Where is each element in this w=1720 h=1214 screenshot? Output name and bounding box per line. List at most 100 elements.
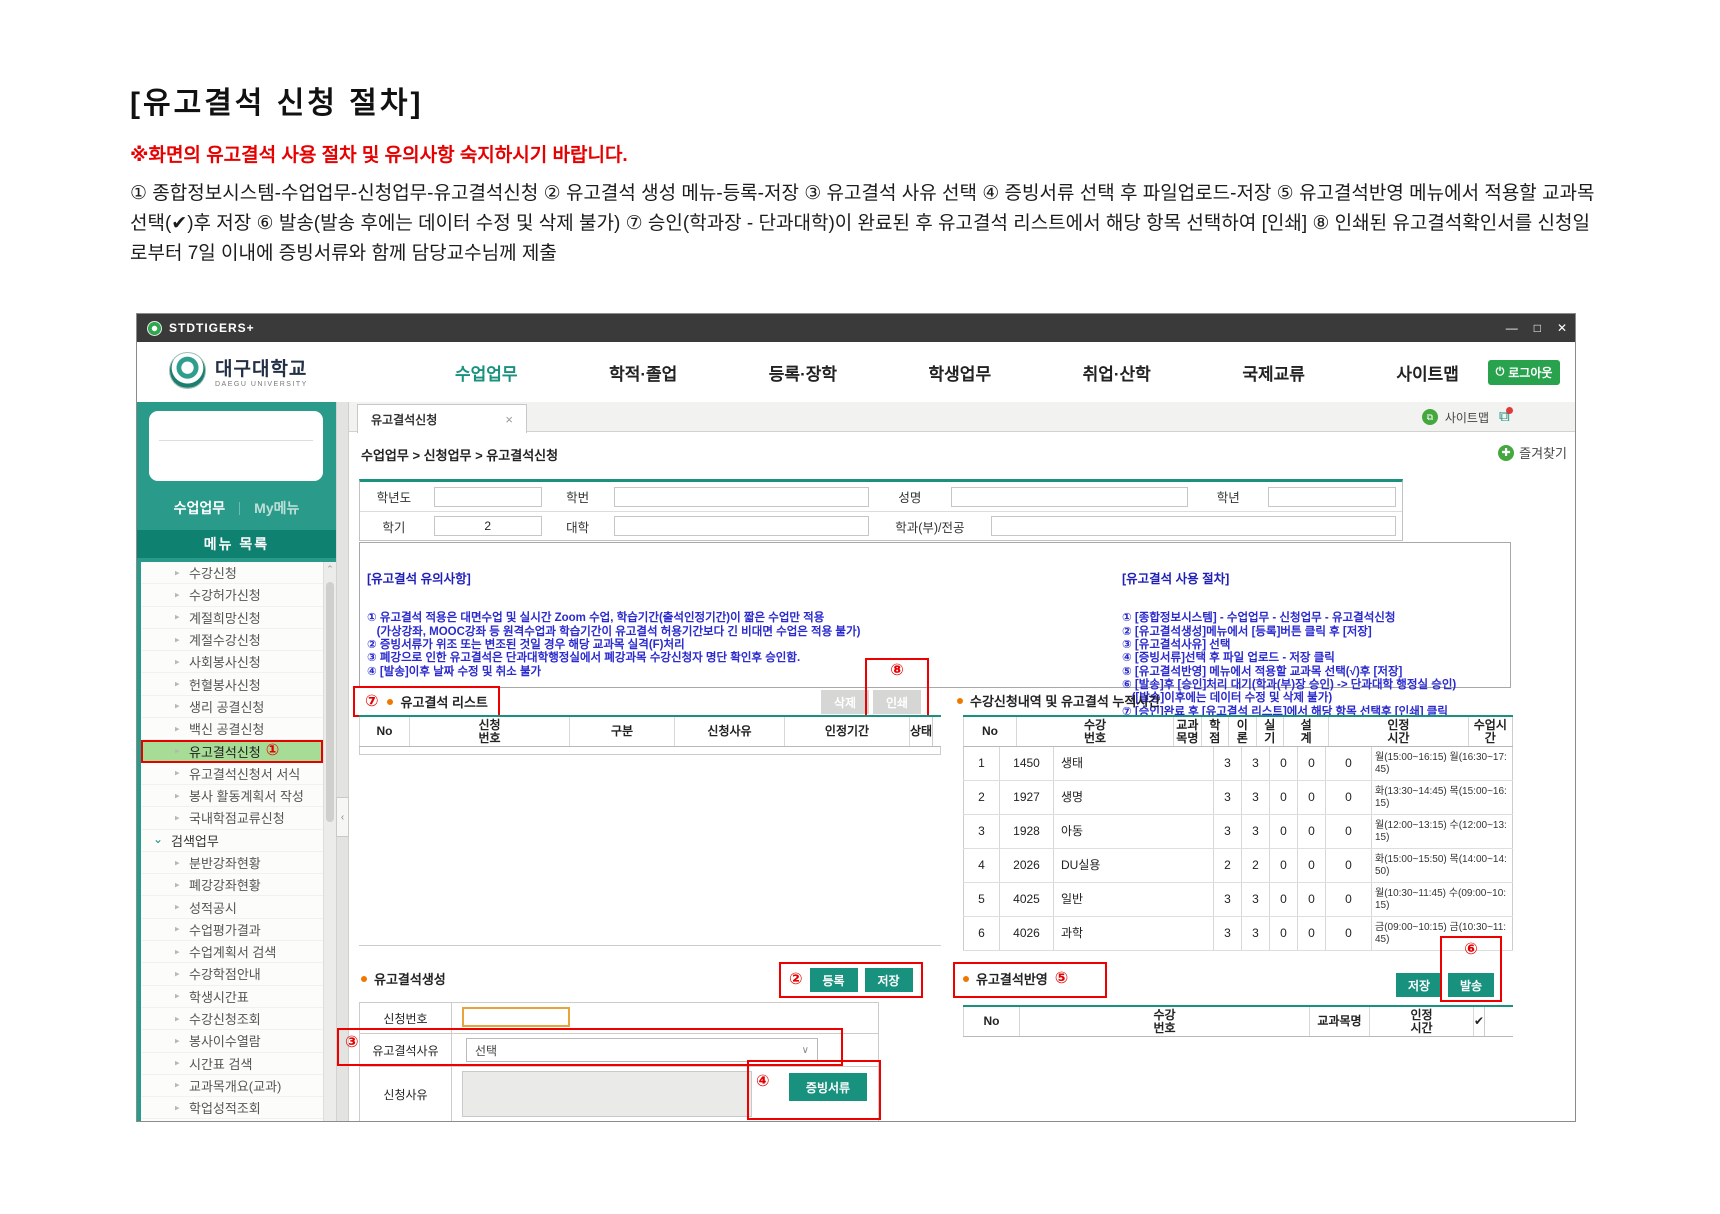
column-header: 인정 시간 <box>1328 717 1467 746</box>
column-header: No <box>963 717 1016 746</box>
favorite-button[interactable]: ✚ 즐겨찾기 <box>1498 443 1567 462</box>
panel-divider: ‹ <box>336 402 349 1121</box>
top-menu: 수업업무 학적·졸업 등록·장학 학생업무 취업·산학 국제교류 사이트맵 <box>455 342 1459 402</box>
scrollbar-thumb[interactable] <box>326 582 334 822</box>
sidebar-menu-item[interactable]: 학생시간표 <box>141 986 323 1008</box>
print-button[interactable]: 인쇄 <box>873 690 921 714</box>
table-row: 1 1450 생태 3 3 0 0 0 월(15:00~16:15) 월(16:… <box>963 747 1513 781</box>
chevron-down-icon: ∨ <box>801 1044 809 1056</box>
sitemap-icon[interactable]: ⧉ <box>1421 409 1438 425</box>
register-button[interactable]: 등록 <box>809 968 858 992</box>
tab-separator <box>239 501 241 515</box>
logout-button[interactable]: ⏻ 로그아웃 <box>1488 360 1560 385</box>
major-input[interactable] <box>990 516 1396 536</box>
reflect-section-header: 유고결석반영 ⑤ <box>963 969 1068 988</box>
column-header: 수강 번호 <box>1016 717 1173 746</box>
sidebar-menu-item[interactable]: 국내학점교류신청 <box>141 807 323 830</box>
tab-absence-apply[interactable]: 유고결석신청 × <box>357 404 527 433</box>
scroll-up-icon[interactable]: ⌃ <box>326 564 334 574</box>
top-menu-item[interactable]: 등록·장학 <box>768 364 838 384</box>
sidebar-menu-item[interactable]: 계절수강신청 <box>141 629 323 652</box>
tab-close-icon[interactable]: × <box>505 411 513 427</box>
sidebar-menu-item[interactable]: 봉사이수열람 <box>141 1030 323 1053</box>
name-label: 성명 <box>898 491 922 505</box>
app-window: STDTIGERS+ — □ ✕ 대구대학교 DAEGU UNIVERSITY … <box>136 313 1576 1122</box>
top-menu-item[interactable]: 수업업무 <box>455 364 518 384</box>
top-menu-item[interactable]: 학적·졸업 <box>609 364 678 384</box>
column-header: 수강 번호 <box>1019 1007 1309 1036</box>
column-header: 인정 시간 <box>1369 1007 1473 1036</box>
sidebar-menu-item[interactable]: 수업계획서 검색 <box>141 941 323 964</box>
term-input[interactable] <box>433 516 542 536</box>
sidebar-menu-item[interactable]: 백신 공결신청 <box>141 718 323 741</box>
minimize-icon[interactable]: — <box>1505 321 1518 335</box>
section-bullet-icon <box>361 975 367 982</box>
send-button[interactable]: 발송 <box>1448 973 1494 997</box>
sidebar-menu-item[interactable]: 생리 공결신청 <box>141 696 323 719</box>
sidebar-menu-item[interactable]: 수업평가결과 <box>141 919 323 942</box>
student-id-label: 학번 <box>566 491 590 505</box>
sidebar-menu-list: 수강신청 수강허가신청 계절희망신청 계절수강신청 <box>141 562 323 1121</box>
apply-no-input[interactable] <box>462 1007 570 1027</box>
create-section-header: 유고결석생성 <box>361 969 446 988</box>
notice-line: ⑥ [발송]후 [승인]처리 대기(학과(부)장 승인) -> 단과대학 행정실… <box>1122 678 1457 691</box>
save-button[interactable]: 저장 <box>864 968 913 992</box>
app-logo-icon <box>147 320 162 336</box>
sidebar-scrollbar[interactable]: ⌃ <box>323 562 336 1121</box>
close-icon[interactable]: ✕ <box>1556 321 1567 335</box>
detail-textarea[interactable] <box>462 1071 752 1117</box>
notice-line: ④ [증빙서류]선택 후 파일 업로드 - 저장 클릭 <box>1122 652 1335 665</box>
reflect-save-button[interactable]: 저장 <box>1396 973 1442 997</box>
attachment-button[interactable]: 증빙서류 <box>789 1073 867 1101</box>
reason-select[interactable]: 선택 ∨ <box>466 1038 818 1062</box>
sidebar-menu-item[interactable]: 사회봉사신청 <box>141 651 323 674</box>
column-header: No <box>963 1007 1019 1036</box>
content-area: 유고결석신청 × ⧉ 사이트맵 ⧉ 수업업무 > 신청업무 > 유고결석신청 ✚… <box>337 402 1575 1121</box>
collapse-handle-icon[interactable]: ‹ <box>336 797 349 837</box>
sidebar-menu-item[interactable]: 검색업무 <box>141 830 323 852</box>
sitemap-label[interactable]: 사이트맵 <box>1444 410 1489 425</box>
sidebar-menu-item[interactable]: 수강허가신청 <box>141 584 323 607</box>
sidebar-menu-item[interactable]: 분반강좌현황 <box>141 852 323 875</box>
notice-line: ③ 폐강으로 인한 유고결석은 단과대학행정실에서 폐강과목 수강신청자 명단 … <box>367 652 801 665</box>
annotation-4: ④ <box>756 1073 770 1090</box>
student-info-form: 학년도 학번 성명 학년 학기 대학 학과(부)/전공 <box>359 479 1403 541</box>
sidebar-menu-item[interactable]: 폐강강좌현황 <box>141 874 323 897</box>
maximize-icon[interactable]: □ <box>1533 321 1541 335</box>
top-menu-item[interactable]: 학생업무 <box>928 364 992 384</box>
sidebar-menu-item[interactable]: 성적공시 <box>141 896 323 919</box>
top-menu-item[interactable]: 취업·산학 <box>1082 364 1151 384</box>
absence-list-title: 유고결석 리스트 <box>400 695 488 710</box>
window-title: STDTIGERS+ <box>169 321 255 335</box>
top-menu-item[interactable]: 사이트맵 <box>1396 364 1459 384</box>
sidebar-menu-item[interactable]: 시간표 검색 <box>141 1053 323 1075</box>
student-id-input[interactable] <box>613 486 869 507</box>
year-input[interactable] <box>433 486 542 507</box>
top-menu-item[interactable]: 국제교류 <box>1242 364 1305 384</box>
absence-list-header: ⑦ 유고결석 리스트 <box>353 686 500 717</box>
sidebar-tab-mymenu[interactable]: My메뉴 <box>254 500 300 516</box>
delete-button[interactable]: 삭제 <box>821 690 869 714</box>
annotation-7: ⑦ <box>365 692 379 710</box>
warning-text: ※화면의 유고결석 사용 절차 및 유의사항 숙지하시기 바랍니다. <box>130 145 628 166</box>
university-name: 대구대학교 <box>215 358 308 380</box>
sidebar-menu-item[interactable]: 학업성적조회 <box>141 1097 323 1120</box>
sidebar-menu-item[interactable]: 수강신청조회 <box>141 1008 323 1031</box>
sidebar-menu-item[interactable]: 수강학점안내 <box>141 963 323 986</box>
sidebar-menu-item[interactable]: 수강신청 <box>141 562 323 585</box>
sidebar-menu-item[interactable]: 교과목개요(교과) <box>141 1075 323 1098</box>
college-input[interactable] <box>613 516 869 536</box>
sidebar-menu-item[interactable]: 봉사 활동계획서 작성 <box>141 785 323 808</box>
grade-input[interactable] <box>1268 486 1396 507</box>
name-input[interactable] <box>950 486 1189 507</box>
absence-list-table: No 신청 번호 구분 신청사유 인정기간 상태 <box>359 715 941 755</box>
instructions-text: ① 종합정보시스템-수업업무-신청업무-유고결석신청 ② 유고결석 생성 메뉴-… <box>130 183 1595 265</box>
sidebar-menu-item[interactable]: 헌혈봉사신청 <box>141 673 323 696</box>
sidebar-menu-item[interactable]: 계절희망신청 <box>141 607 323 629</box>
sidebar-tab-lecture[interactable]: 수업업무 <box>173 500 226 516</box>
sidebar-menu-item[interactable]: 유고결석신청서 서식 <box>141 763 323 785</box>
sidebar-menu-item[interactable]: 유고결석신청 ① <box>141 740 323 763</box>
notice-line: ③ [유고결석사유] 선택 <box>1122 639 1231 652</box>
star-icon: ✚ <box>1498 444 1515 461</box>
multi-window-icon[interactable]: ⧉ <box>1499 407 1513 425</box>
